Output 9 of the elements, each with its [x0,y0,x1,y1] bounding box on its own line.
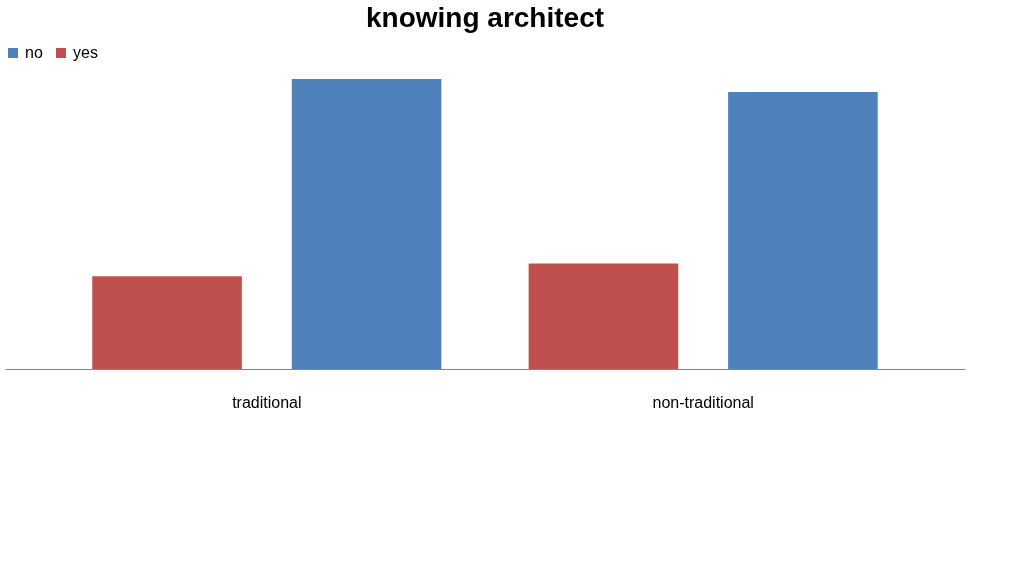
chart-title: knowing architect [365,2,605,33]
bar [92,276,242,369]
legend-label: no [25,44,43,61]
bar [528,263,679,369]
x-tick-label: traditional [232,393,302,411]
bar [291,79,442,369]
bar [728,92,878,369]
legend-label: yes [73,44,98,61]
x-tick-label: non-traditional [652,393,754,411]
